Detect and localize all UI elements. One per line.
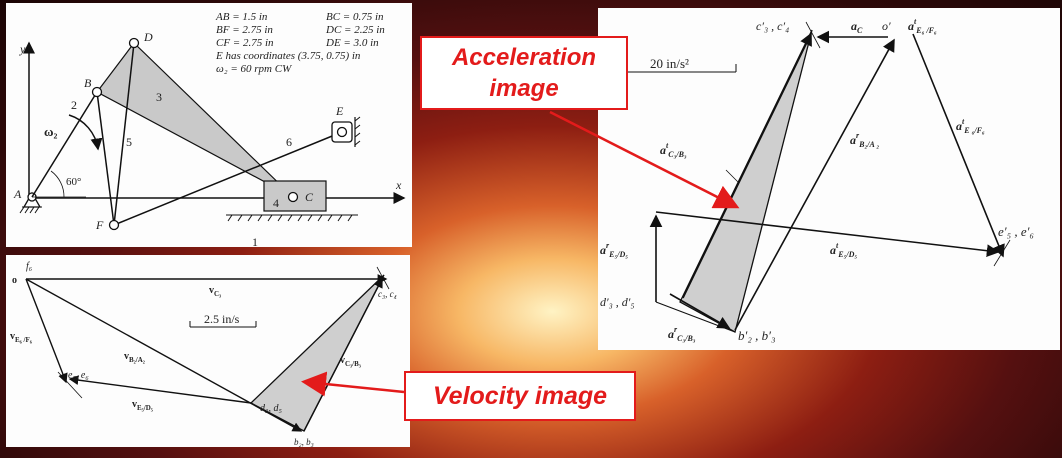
ve6f6-label: vE₆ /F₆ — [10, 331, 32, 344]
velocity-scale-label: 2.5 in/s — [204, 312, 240, 326]
link-5-df — [113, 42, 135, 226]
spec-e-coords: E has coordinates (3.75, 0.75) in — [215, 50, 361, 62]
acceleration-polygon: 20 in/s² c′₃ , c′₄ aC o′ atE₆ /F₆ atE ₆/… — [598, 8, 1060, 350]
link-6-label: 6 — [286, 135, 292, 149]
o-label: o — [12, 275, 17, 286]
spec-de: DE = 3.0 in — [325, 37, 379, 49]
ve6f6-vector — [25, 278, 68, 384]
c3c4-label: c₃, c₄ — [378, 289, 397, 299]
link-5-label: 5 — [126, 135, 132, 149]
ac3b3r-label: arC₃/B₃ — [668, 325, 696, 343]
acceleration-callout-line1: Acceleration — [451, 44, 597, 71]
vc3b3-label: vC₃/B₃ — [340, 355, 361, 368]
point-e-label: E — [335, 104, 344, 118]
link-2-label: 2 — [71, 98, 77, 112]
ae6f6-top-label: atE₆ /F₆ — [908, 17, 937, 35]
ve5d5-label: vE₅/D₅ — [132, 399, 153, 412]
ab2a2-vector — [734, 38, 895, 331]
ac3b3t-label: atC₃/B₃ — [660, 141, 687, 159]
ae5d5t-vector — [655, 211, 1000, 258]
e5e6-prime-label: e′₅ , e′₆ — [998, 224, 1034, 239]
vc3-label: vC₃ — [209, 285, 221, 298]
link-bf — [96, 91, 115, 226]
angle-arc — [50, 170, 65, 198]
joint-d — [128, 37, 140, 49]
point-d-label: D — [143, 30, 153, 44]
spec-bf: BF = 2.75 in — [216, 24, 273, 36]
link-3-triangle — [96, 42, 294, 198]
velocity-svg: 2.5 in/s f₆ o c₃, c₄ e₅, e₆ d₃, d₅ b₂, b… — [10, 261, 397, 447]
b2b3-prime-label: b′₂ , b′₃ — [738, 328, 775, 343]
mechanism-svg: y x 60° ω₂ — [13, 11, 406, 247]
ab2a2-label: arB₂/A ₂ — [850, 131, 879, 149]
ae6f6-side-label: atE ₆/F₆ — [956, 117, 985, 135]
ground-a — [19, 206, 42, 214]
y-axis-label: y — [19, 42, 26, 56]
link-1-label: 1 — [252, 235, 258, 247]
joint-b — [91, 86, 103, 98]
ac3b3t-vector — [682, 32, 812, 299]
d3d5-label: d₃, d₅ — [260, 403, 282, 414]
spec-ab: AB = 1.5 in — [215, 11, 268, 23]
link-3-label: 3 — [156, 90, 162, 104]
point-f-label: F — [95, 218, 104, 232]
acceleration-callout-line2: image — [489, 75, 559, 102]
joint-c — [287, 191, 299, 203]
acceleration-image-callout: Acceleration image — [420, 36, 628, 110]
vb2a2-vector — [25, 278, 303, 432]
slider-ground — [226, 214, 358, 222]
omega-arrow — [68, 114, 103, 151]
acceleration-svg: 20 in/s² c′₃ , c′₄ aC o′ atE₆ /F₆ atE ₆/… — [600, 17, 1034, 343]
joint-e — [336, 126, 348, 138]
o-prime-label: o′ — [882, 19, 891, 33]
e5e6-label: e₅, e₆ — [68, 370, 89, 381]
vb2a2-label: vB₂/A₂ — [124, 351, 145, 364]
ae5d5t-label: atE₅/D₅ — [830, 241, 857, 259]
ac-label: aC — [851, 19, 863, 35]
acceleration-image — [679, 29, 813, 333]
x-axis-label: x — [395, 178, 402, 192]
acceleration-scale-label: 20 in/s² — [650, 56, 689, 71]
spec-table: AB = 1.5 in BC = 0.75 in BF = 2.75 in DC… — [215, 11, 385, 75]
point-c-label: C — [305, 190, 314, 204]
link-4-label: 4 — [273, 196, 279, 210]
c3c4-prime-label: c′₃ , c′₄ — [756, 19, 789, 33]
velocity-polygon: 2.5 in/s f₆ o c₃, c₄ e₅, e₆ d₃, d₅ b₂, b… — [6, 255, 410, 447]
point-b-label: B — [84, 76, 92, 90]
f6-label: f₆ — [26, 261, 33, 272]
spec-bc: BC = 0.75 in — [326, 11, 384, 23]
mechanism-diagram: y x 60° ω₂ — [6, 3, 412, 247]
spec-dc: DC = 2.25 in — [325, 24, 385, 36]
velocity-image-callout: Velocity image — [404, 371, 636, 421]
ae6f6-vector — [912, 33, 1005, 258]
spec-cf: CF = 2.75 in — [216, 37, 274, 49]
link-2 — [31, 91, 98, 198]
ae5d5r-label: arE₅/D₅ — [600, 241, 628, 259]
ac3b3r-vector — [669, 293, 731, 329]
pivot-a — [22, 191, 42, 208]
d3d5-prime-label: d′₃ , d′₅ — [600, 295, 635, 309]
omega-label: ω₂ — [44, 124, 58, 139]
b2b3-label: b₂, b₃ — [294, 437, 314, 447]
angle-label: 60° — [66, 176, 81, 188]
ve5d5-vector — [68, 375, 252, 404]
point-a-label: A — [13, 187, 22, 201]
vc3b3-vector — [303, 277, 383, 432]
joint-f — [108, 219, 120, 231]
link-6-fe — [113, 131, 343, 226]
spec-omega: ω₂ = 60 rpm CW — [216, 63, 292, 75]
